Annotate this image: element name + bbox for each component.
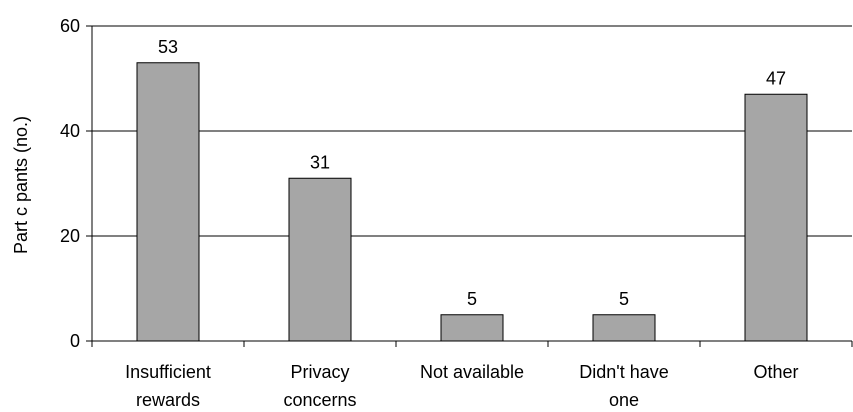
- data-labels: 53 31 5 5 47: [158, 37, 786, 309]
- bar-3: [592, 314, 656, 342]
- y-tick-labels: 0 20 40 60: [60, 16, 80, 351]
- category-label-0-line-1: rewards: [136, 390, 200, 410]
- bar-2: [440, 314, 504, 342]
- category-label-2: Not available: [420, 362, 524, 382]
- y-tick-label-20: 20: [60, 226, 80, 246]
- category-label-1-line-0: Privacy: [290, 362, 349, 382]
- category-label-4-line-0: Other: [753, 362, 798, 382]
- bar-0: [136, 62, 200, 342]
- category-label-1-line-1: concerns: [283, 390, 356, 410]
- category-label-4: Other: [753, 362, 798, 382]
- category-label-3-line-0: Didn't have: [579, 362, 669, 382]
- category-label-3-line-1: one: [609, 390, 639, 410]
- data-label-4: 47: [766, 68, 786, 88]
- category-label-0-line-0: Insufficient: [125, 362, 211, 382]
- data-label-3: 5: [619, 289, 629, 309]
- bars: [136, 62, 808, 342]
- y-tick-label-40: 40: [60, 121, 80, 141]
- category-label-2-line-0: Not available: [420, 362, 524, 382]
- x-category-labels: Insufficient rewards Privacy concerns Not av…: [125, 362, 798, 410]
- y-axis-title: Part c pants (no.): [11, 116, 31, 254]
- category-label-1: Privacy concerns: [283, 362, 356, 410]
- data-label-2: 5: [467, 289, 477, 309]
- bar-4: [744, 93, 808, 342]
- bar-1: [288, 177, 352, 342]
- y-tick-label-0: 0: [70, 331, 80, 351]
- y-tick-label-60: 60: [60, 16, 80, 36]
- category-label-0: Insufficient rewards: [125, 362, 211, 410]
- data-label-1: 31: [310, 152, 330, 172]
- axes: [86, 25, 853, 347]
- gridlines: [92, 25, 852, 237]
- data-label-0: 53: [158, 37, 178, 57]
- category-label-3: Didn't have one: [579, 362, 669, 410]
